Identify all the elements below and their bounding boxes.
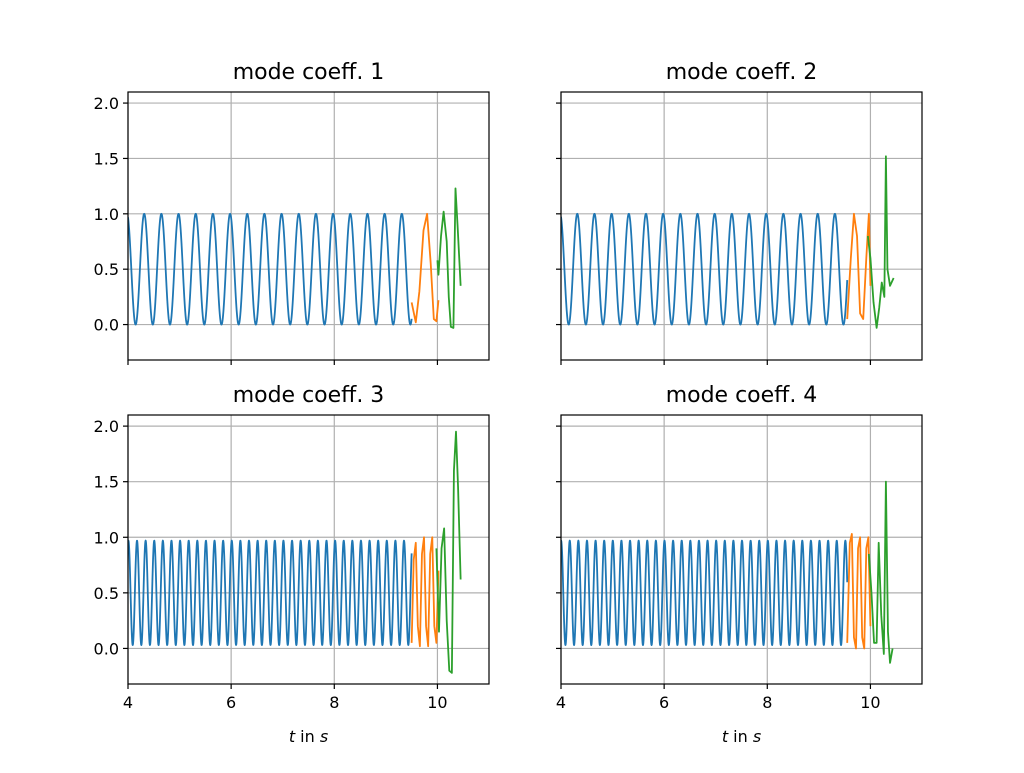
y-tick-label: 2.0 (94, 417, 119, 436)
x-axis-label-word: s (320, 727, 328, 746)
y-tick-label: 1.5 (94, 473, 119, 492)
x-axis-label-word: in (300, 727, 320, 746)
subplot-title: mode coeff. 2 (666, 60, 818, 85)
series-line-1 (128, 539, 413, 646)
x-tick-label: 8 (329, 693, 339, 712)
subplot-title: mode coeff. 1 (233, 60, 385, 85)
x-tick-label: 4 (123, 693, 133, 712)
y-tick-label: 0.0 (94, 639, 119, 658)
axes-frame (560, 414, 923, 685)
series-line-2 (410, 212, 440, 324)
x-tick-label: 6 (659, 693, 669, 712)
x-axis-label-word: in (733, 727, 753, 746)
axes-frame (560, 91, 923, 361)
y-tick-label: 0.5 (94, 584, 119, 603)
x-axis-label-word: t (289, 727, 300, 746)
x-tick-label: 4 (556, 693, 566, 712)
series-line-3 (866, 155, 895, 329)
series-line-2 (846, 212, 872, 320)
series-line-2 (410, 536, 440, 648)
y-tick-label: 1.0 (94, 205, 119, 224)
subplot-title: mode coeff. 4 (666, 383, 818, 408)
subplot-title: mode coeff. 3 (233, 383, 385, 408)
x-tick-label: 10 (860, 693, 880, 712)
y-tick-label: 1.5 (94, 149, 119, 168)
y-tick-label: 2.0 (94, 94, 119, 113)
x-axis-label-word: s (753, 727, 761, 746)
subplot-2: mode coeff. 2 (556, 60, 923, 365)
subplot-3: 4 6 8 10 0.0 0.5 1.0 1.5 2.0 mode coeff. 3 t in s (94, 383, 490, 746)
x-axis-label: t in s (289, 727, 328, 746)
series-line-3 (436, 187, 462, 329)
y-tick-label: 1.0 (94, 528, 119, 547)
x-tick-label: 6 (226, 693, 236, 712)
series-line-1 (128, 212, 413, 326)
series-line-1 (561, 539, 849, 646)
x-axis-label-word: t (722, 727, 733, 746)
x-axis-label: t in s (722, 727, 761, 746)
subplot-1: 0.0 0.5 1.0 1.5 2.0 mode coeff. 1 (94, 60, 490, 365)
series-line-2 (846, 533, 872, 650)
series-line-3 (867, 480, 894, 664)
y-tick-label: 0.5 (94, 260, 119, 279)
y-tick-label: 0.0 (94, 316, 119, 335)
x-tick-label: 8 (762, 693, 772, 712)
series-line-1 (561, 212, 849, 326)
axes-frame (127, 414, 490, 685)
x-tick-label: 10 (427, 693, 447, 712)
series-line-3 (435, 430, 462, 674)
subplot-4: 4 6 8 10 mode coeff. 4 t in s (556, 383, 923, 746)
axes-frame (127, 91, 490, 361)
